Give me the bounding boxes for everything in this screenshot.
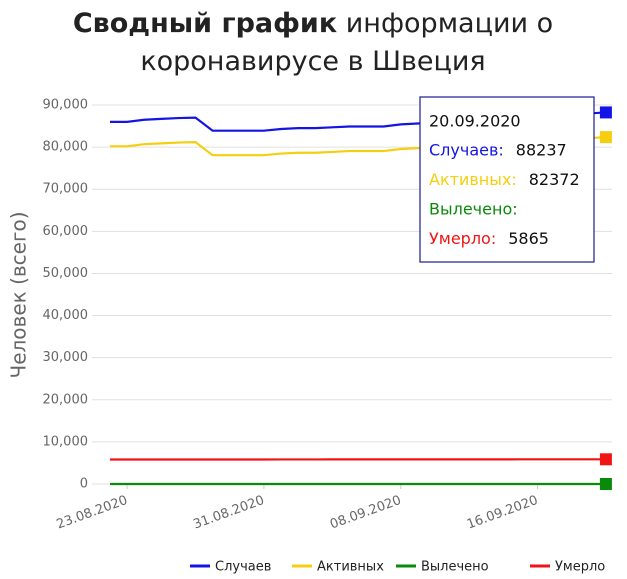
y-axis-label: Человек (всего) (7, 211, 31, 378)
title-rest: информации о (346, 8, 553, 39)
x-tick-label: 23.08.2020 (55, 493, 130, 533)
y-tick-label: 40,000 (43, 308, 89, 323)
tooltip-value: 88237 (516, 141, 567, 160)
title-bold: Сводный график (73, 8, 337, 39)
end-point (599, 131, 612, 144)
y-tick-label: 90,000 (43, 98, 89, 113)
title-rest-line2: коронавирусе в Швеция (140, 46, 485, 77)
legend-label: Случаев (215, 560, 271, 575)
end-point (599, 106, 612, 119)
tooltip-label: Вылечено: (429, 200, 518, 219)
y-tick-label: 10,000 (43, 434, 89, 449)
tooltip-box (419, 96, 595, 263)
x-tick-label: 31.08.2020 (191, 493, 266, 533)
legend-label: Умерло (555, 560, 605, 575)
end-point (599, 478, 612, 490)
y-tick-label: 60,000 (43, 224, 89, 239)
tooltip-label: Активных: (429, 170, 517, 189)
y-tick-label: 30,000 (43, 350, 89, 365)
chart-title: Сводный график информации о коронавирусе … (73, 8, 553, 77)
tooltip-date: 20.09.2020 (429, 112, 521, 131)
legend-label: Вылечено (421, 560, 489, 575)
end-point (599, 453, 612, 466)
y-tick-label: 20,000 (43, 392, 89, 407)
tooltip-label: Случаев: (429, 141, 504, 160)
y-tick-label: 50,000 (43, 266, 89, 281)
tooltip-label: Умерло: (429, 229, 496, 248)
y-tick-label: 80,000 (43, 140, 89, 155)
x-tick-label: 08.09.2020 (328, 493, 403, 533)
legend-label: Активных (317, 560, 384, 575)
y-tick-label: 70,000 (43, 182, 89, 197)
y-tick-label: 0 (80, 477, 88, 492)
tooltip-value: 5865 (508, 229, 549, 248)
x-tick-label: 16.09.2020 (465, 493, 540, 533)
tooltip-value: 82372 (529, 170, 580, 189)
